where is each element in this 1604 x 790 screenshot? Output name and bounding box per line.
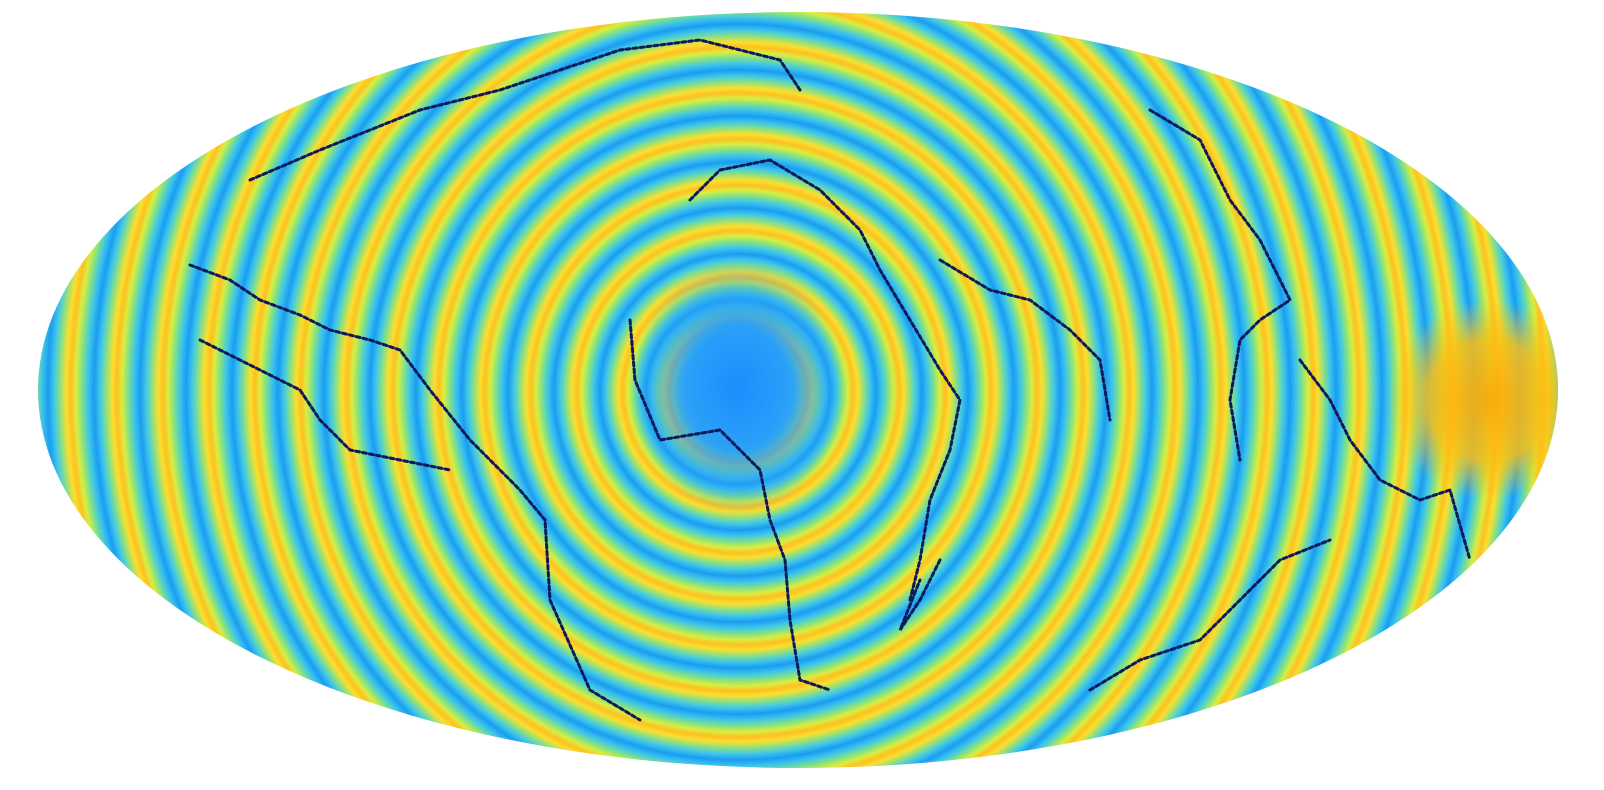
coastline bbox=[900, 560, 940, 630]
coastline bbox=[190, 265, 640, 720]
coastline bbox=[250, 40, 800, 180]
coastline bbox=[1150, 110, 1290, 460]
coastlines bbox=[0, 0, 1604, 790]
coastline bbox=[1090, 540, 1330, 690]
coastline bbox=[940, 260, 1110, 420]
coastline bbox=[200, 340, 450, 470]
coastline bbox=[690, 160, 960, 600]
coastline bbox=[630, 320, 830, 690]
coastline bbox=[1300, 360, 1470, 560]
page bbox=[0, 0, 1604, 790]
